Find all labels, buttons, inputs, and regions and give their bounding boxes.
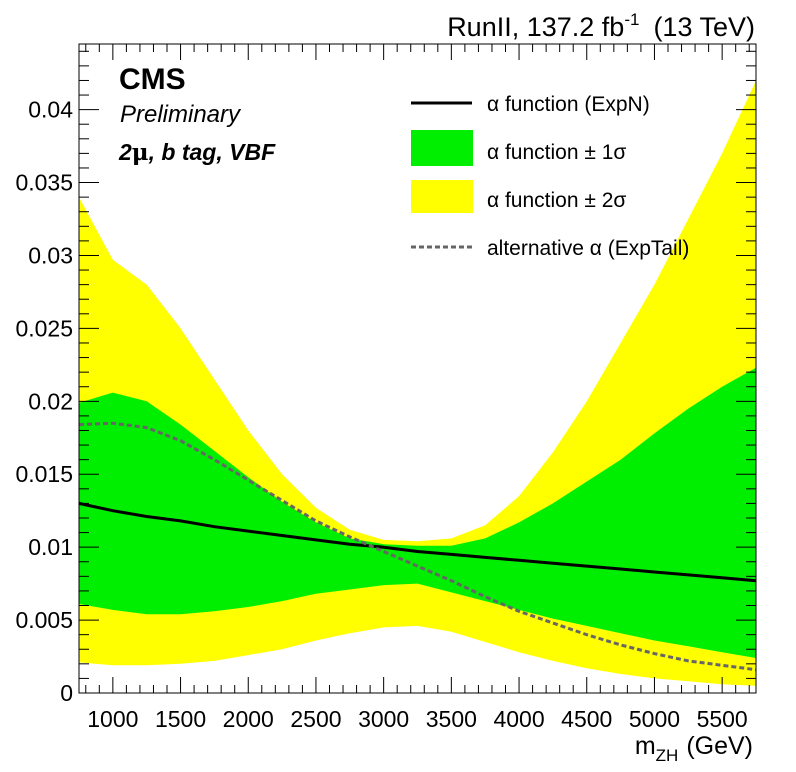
run-label: RunII, 137.2 fb: [447, 12, 624, 42]
y-tick-label: 0: [60, 680, 73, 706]
y-tick-label: 0.03: [28, 242, 73, 268]
band-1sigma: [79, 367, 756, 658]
plot-frame: [78, 43, 757, 694]
y-tick-label: 0.04: [28, 97, 73, 123]
x-tick-label: 2000: [223, 706, 274, 732]
lumi-exponent: -1: [624, 10, 639, 29]
x-axis-title-sub: ZH: [656, 746, 679, 765]
series-line-nominal: [78, 501, 757, 583]
x-axis-title-main: m: [635, 732, 656, 760]
y-tick-label: 0.02: [28, 388, 73, 414]
energy-label: (13 TeV): [653, 12, 755, 42]
y-tick-label: 0.015: [15, 461, 73, 487]
category-suffix: , b tag, VBF: [148, 139, 276, 165]
x-tick-label: 2500: [290, 706, 341, 732]
x-axis-title: mZH (GeV): [635, 732, 753, 765]
lines-layer: [78, 421, 757, 672]
legend-label-alternative: alternative α (ExpTail): [487, 237, 689, 260]
y-tick-label: 0.01: [28, 534, 73, 560]
bands-layer: [79, 80, 756, 686]
x-tick-label: 4500: [561, 706, 612, 732]
legend-label-1sigma: α function ± 1σ: [487, 141, 626, 164]
experiment-label: CMS: [119, 63, 186, 96]
y-tick-label: 0.025: [15, 315, 73, 341]
x-axis-title-unit: (GeV): [686, 732, 753, 760]
x-tick-label: 1000: [87, 706, 138, 732]
x-tick-label: 5000: [629, 706, 680, 732]
x-tick-label: 1500: [155, 706, 206, 732]
status-label: Preliminary: [120, 101, 242, 128]
x-tick-label: 5500: [697, 706, 748, 732]
x-tick-label: 3500: [426, 706, 477, 732]
category-label: 2μ, b tag, VBF: [118, 139, 276, 166]
legend-label-2sigma: α function ± 2σ: [487, 189, 626, 212]
legend-label-nominal: α function (ExpN): [487, 93, 650, 116]
category-prefix: 2: [118, 139, 132, 165]
legend: α function (ExpN) α function ± 1σ α func…: [411, 93, 689, 260]
y-tick-label: 0.005: [15, 607, 73, 633]
y-tick-label: 0.035: [15, 170, 73, 196]
series-line-alternative: [78, 421, 757, 672]
legend-yellow-swatch: [411, 180, 473, 213]
run-info: RunII, 137.2 fb-1 (13 TeV): [447, 10, 755, 42]
x-tick-label: 3000: [358, 706, 409, 732]
legend-green-swatch: [411, 130, 473, 166]
x-tick-label: 4000: [493, 706, 544, 732]
category-mu: μ: [132, 139, 149, 166]
ticks-layer: 1000 1500 2000 2500 3000 3500 4000 4500 5000 5500…: [15, 44, 756, 732]
